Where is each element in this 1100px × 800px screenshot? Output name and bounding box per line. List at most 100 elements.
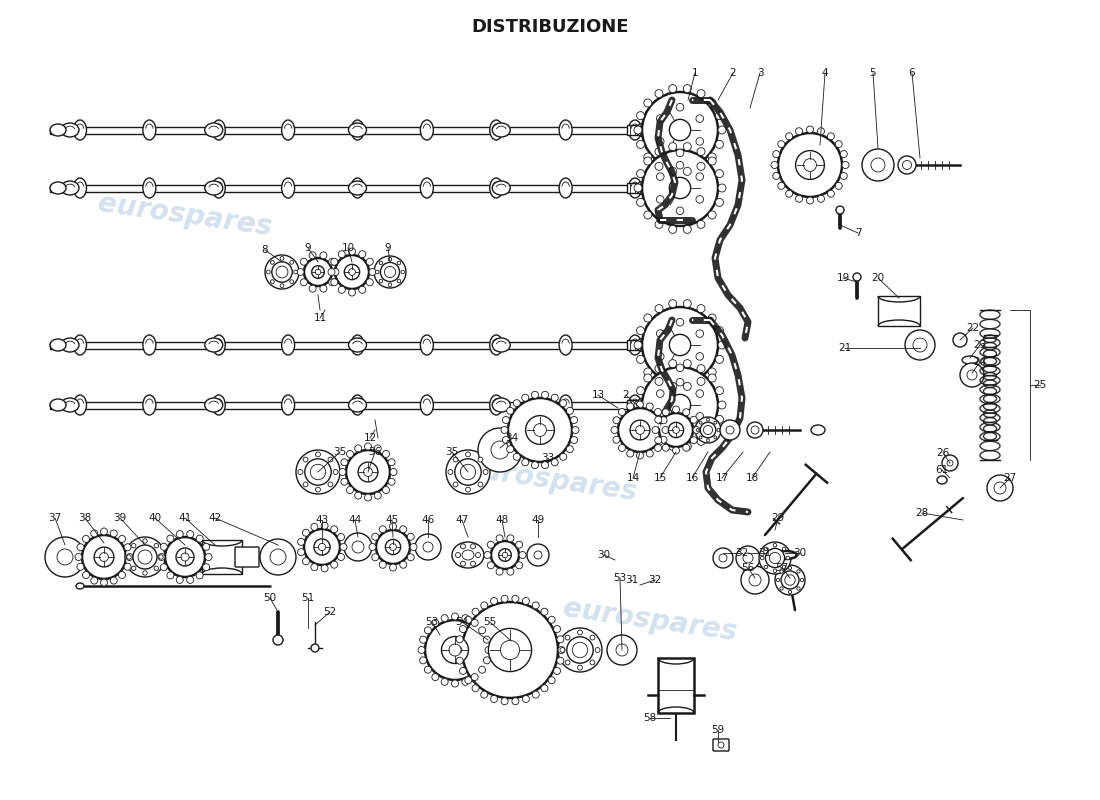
Circle shape [715, 198, 724, 206]
Circle shape [187, 530, 194, 538]
Circle shape [503, 417, 509, 423]
Text: 21: 21 [838, 343, 851, 353]
Circle shape [634, 126, 642, 134]
Circle shape [407, 554, 415, 561]
Circle shape [541, 685, 548, 692]
Circle shape [634, 184, 642, 192]
Text: 7: 7 [855, 228, 861, 238]
Circle shape [341, 478, 348, 486]
Circle shape [465, 487, 471, 492]
Ellipse shape [351, 178, 364, 198]
Circle shape [483, 470, 488, 474]
Circle shape [670, 334, 691, 356]
Circle shape [202, 564, 210, 570]
Text: 53: 53 [426, 617, 439, 627]
Text: 20: 20 [871, 273, 884, 283]
Circle shape [715, 386, 724, 394]
Circle shape [331, 278, 338, 286]
Circle shape [704, 426, 713, 434]
Ellipse shape [74, 120, 87, 140]
Text: eurospares: eurospares [561, 594, 739, 646]
Circle shape [383, 486, 389, 494]
Circle shape [276, 266, 288, 278]
Circle shape [328, 482, 333, 487]
Circle shape [425, 666, 431, 673]
Circle shape [773, 569, 777, 573]
Circle shape [654, 437, 662, 444]
Circle shape [720, 420, 740, 440]
Circle shape [110, 577, 118, 584]
Circle shape [560, 454, 566, 460]
Text: 34: 34 [505, 433, 518, 443]
Circle shape [125, 537, 165, 577]
Circle shape [627, 403, 634, 410]
Circle shape [676, 378, 684, 386]
Circle shape [374, 492, 382, 499]
Circle shape [311, 266, 324, 278]
Ellipse shape [493, 398, 510, 412]
Circle shape [389, 523, 396, 530]
Circle shape [522, 695, 529, 702]
Circle shape [465, 616, 472, 623]
Circle shape [817, 195, 825, 202]
Circle shape [399, 526, 407, 533]
Circle shape [616, 644, 628, 656]
Ellipse shape [60, 123, 79, 137]
Circle shape [320, 285, 327, 292]
Text: 9: 9 [305, 243, 311, 253]
Circle shape [551, 394, 558, 402]
Circle shape [683, 382, 691, 390]
Circle shape [637, 355, 645, 363]
Circle shape [578, 665, 582, 670]
FancyBboxPatch shape [235, 547, 258, 567]
Circle shape [271, 280, 274, 283]
Circle shape [368, 269, 376, 275]
Circle shape [372, 554, 378, 561]
Text: 16: 16 [685, 473, 698, 483]
Circle shape [165, 537, 205, 577]
Circle shape [298, 538, 305, 546]
Circle shape [379, 562, 386, 568]
Circle shape [994, 482, 1006, 494]
Circle shape [683, 142, 691, 150]
Circle shape [451, 613, 459, 620]
Text: eurospares: eurospares [461, 454, 639, 506]
Circle shape [784, 574, 795, 586]
Circle shape [82, 571, 89, 578]
Circle shape [644, 368, 652, 376]
Circle shape [654, 305, 663, 313]
Circle shape [657, 138, 664, 145]
Circle shape [862, 149, 894, 181]
Circle shape [349, 269, 355, 275]
Circle shape [566, 446, 573, 453]
Circle shape [697, 220, 705, 228]
Circle shape [374, 256, 406, 288]
Circle shape [669, 142, 676, 150]
Circle shape [143, 571, 147, 575]
Circle shape [796, 570, 800, 573]
Circle shape [379, 261, 383, 265]
Circle shape [526, 416, 554, 444]
Circle shape [683, 360, 691, 368]
Circle shape [742, 553, 754, 563]
Text: 40: 40 [148, 513, 162, 523]
Circle shape [776, 565, 805, 595]
Circle shape [296, 450, 340, 494]
Circle shape [693, 426, 700, 434]
Circle shape [419, 636, 427, 643]
Circle shape [697, 305, 705, 313]
Text: 2: 2 [729, 68, 736, 78]
Circle shape [778, 182, 784, 190]
Circle shape [804, 158, 816, 171]
Circle shape [696, 195, 704, 203]
Circle shape [706, 439, 710, 442]
Circle shape [571, 417, 578, 423]
Ellipse shape [493, 338, 510, 352]
Circle shape [669, 422, 683, 438]
Circle shape [718, 742, 724, 748]
Circle shape [607, 635, 637, 665]
Text: 11: 11 [314, 313, 327, 323]
Circle shape [448, 470, 453, 474]
Circle shape [637, 326, 645, 334]
Circle shape [300, 258, 307, 266]
